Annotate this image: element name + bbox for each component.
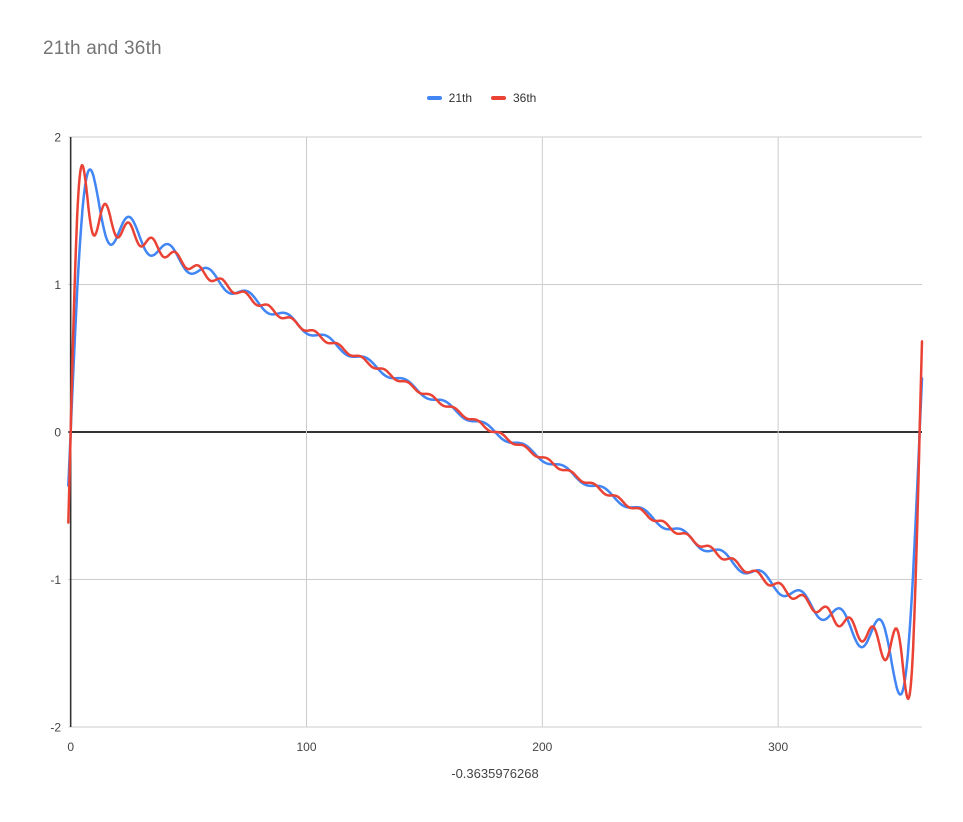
legend: 21th 36th: [0, 90, 963, 106]
legend-item-36th[interactable]: 36th: [491, 91, 536, 105]
legend-item-21th[interactable]: 21th: [426, 91, 472, 105]
legend-label-21th: 21th: [448, 91, 472, 105]
x-tick-label: 0: [67, 740, 74, 754]
y-tick-label: 1: [54, 278, 61, 292]
x-tick-label: 100: [296, 740, 316, 754]
y-tick-label: 0: [54, 426, 61, 440]
series-line-36th[interactable]: [67, 164, 924, 700]
y-tick-label: -2: [50, 721, 61, 735]
y-tick-label: 2: [54, 131, 61, 145]
y-tick-label: -1: [50, 573, 61, 587]
legend-swatch-21th-icon: [426, 96, 442, 100]
x-axis-title: -0.3635976268: [451, 766, 539, 781]
legend-label-36th: 36th: [513, 91, 537, 105]
x-tick-label: 200: [532, 740, 552, 754]
legend-swatch-36th-icon: [491, 96, 506, 100]
x-tick-label: 300: [768, 740, 788, 754]
chart-title: 21th and 36th: [43, 38, 162, 59]
